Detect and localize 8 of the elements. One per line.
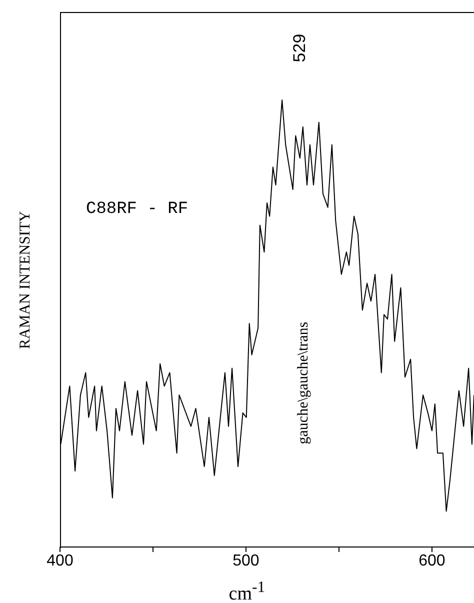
text: 529 [290,34,310,62]
x-tick-label: 400 [46,552,74,570]
x-tick-label: 600 [418,552,446,570]
annotation: gauche\gauche\trans [296,322,312,444]
x-axis-title: cm$^{-1}$ [228,579,266,603]
x-tick-label: 500 [232,552,260,570]
annotation: C88RF - RF [86,200,188,219]
y-axis-title: RAMAN INTENSITY [18,210,34,348]
